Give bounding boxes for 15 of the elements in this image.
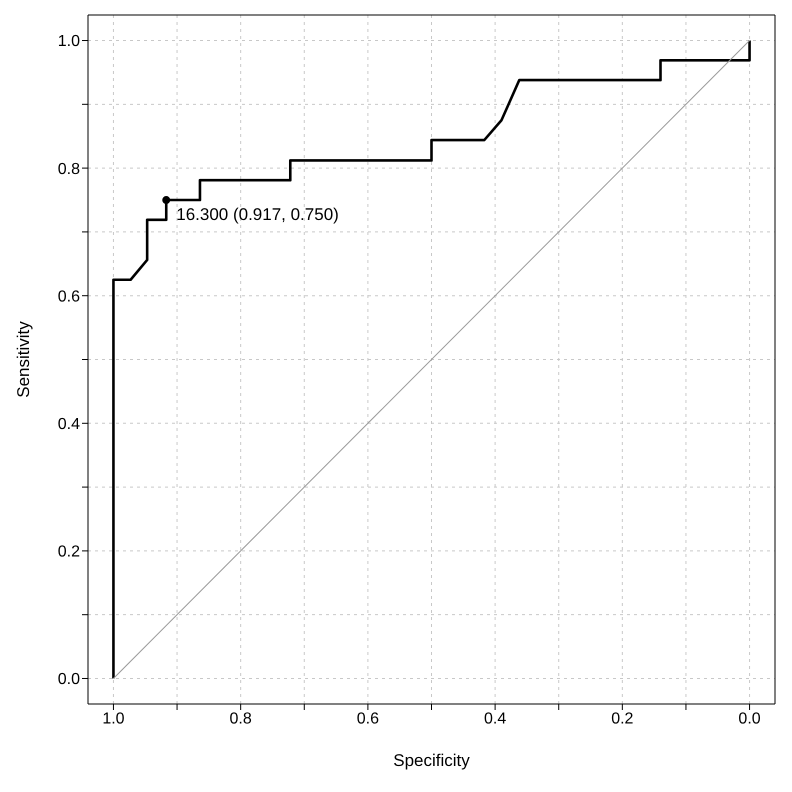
y-tick-label: 1.0 [58, 33, 80, 50]
y-axis-title: Sensitivity [14, 320, 34, 398]
x-tick-label: 0.0 [738, 710, 761, 728]
y-tick-label: 0.8 [58, 160, 80, 178]
x-axis-title: Specificity [393, 751, 470, 770]
x-tick-label: 0.2 [611, 710, 634, 728]
y-tick-label: 0.0 [58, 671, 80, 688]
y-tick-label: 0.2 [58, 544, 80, 561]
x-tick-label: 0.6 [356, 710, 380, 728]
x-tick-label: 1.0 [102, 710, 125, 728]
x-tick-label: 0.4 [484, 710, 506, 728]
y-tick-label: 0.6 [58, 288, 80, 306]
y-tick-label: 0.4 [58, 416, 80, 433]
annotation: 16.300 (0.917, 0.750) [176, 205, 339, 224]
x-tick-label: 0.8 [230, 710, 252, 728]
